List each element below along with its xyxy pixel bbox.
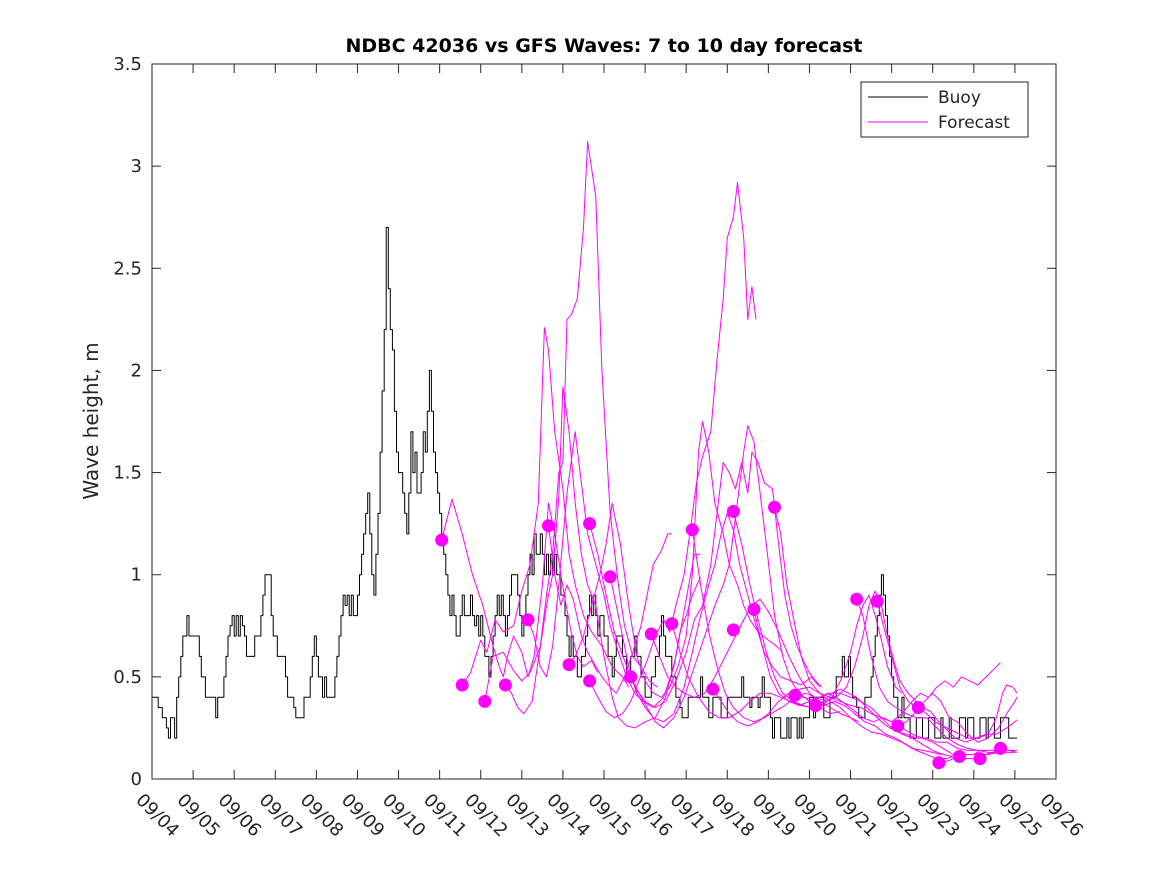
forecast-marker [973,752,987,766]
y-tick-label: 0 [131,769,142,790]
forecast-series-line [568,421,784,698]
forecast-series-line [794,662,1001,723]
forecast-marker [624,670,638,684]
forecast-series-line [815,688,1015,753]
forecast-series-line [876,601,1018,743]
forecast-series-line [589,182,757,719]
plot-area [151,63,1057,780]
forecast-marker [768,500,781,514]
forecast-marker [644,627,658,641]
y-tick-label: 2 [131,360,142,381]
forecast-marker [891,719,905,733]
y-tick-label: 3.5 [113,54,142,75]
forecast-marker [521,613,535,627]
forecast-marker [788,688,802,702]
forecast-marker [603,570,617,584]
forecast-marker [726,623,740,637]
y-tick-labels: 0 0.5 1 1.5 2 2.5 3 3.5 [113,54,142,790]
forecast-series-line [461,327,630,688]
forecast-marker [498,678,512,692]
y-tick-label: 0.5 [113,667,142,688]
axis-ticks [151,63,1057,780]
y-tick-label: 2.5 [113,258,142,279]
forecast-series-line [732,511,964,760]
forecast-marker [685,523,699,537]
forecast-series-line [753,609,981,757]
forecast-marker [870,594,884,608]
forecast-marker [583,517,597,531]
forecast-marker [952,750,966,763]
forecast-series-line [527,431,702,708]
forecast-marker [542,519,555,533]
legend: Buoy Forecast [860,81,1029,138]
forecast-marker [747,602,761,616]
chart-title: NDBC 42036 vs GFS Waves: 7 to 10 day for… [345,35,862,57]
forecast-markers [435,500,1007,770]
axes-box [151,63,1057,780]
forecast-series-line [484,141,658,702]
legend-box [860,81,1029,138]
forecast-marker [455,678,469,692]
forecast-series-line [671,594,903,719]
legend-label-buoy: Buoy [938,88,981,108]
forecast-series-line [691,529,923,723]
forecast-series-line [856,599,1018,753]
buoy-series-line [152,226,1017,739]
forecast-marker [706,682,720,696]
forecast-marker [932,756,946,770]
forecast-series-line [548,525,672,694]
forecast-marker [809,699,823,712]
forecast-marker [435,533,449,547]
y-tick-label: 1.5 [113,463,142,484]
y-axis-label: Wave height, m [79,342,103,499]
y-tick-label: 1 [131,565,142,586]
legend-label-forecast: Forecast [938,113,1010,133]
forecast-marker [726,504,740,518]
forecast-marker [583,674,597,688]
y-tick-label: 3 [131,156,142,177]
forecast-series-line [918,684,1018,739]
forecast-series-line [609,512,821,723]
forecast-marker [850,592,864,606]
forecast-marker [478,694,492,708]
forecast-marker [562,658,576,672]
forecast-series-line [504,386,701,729]
forecast-series-line [441,498,599,678]
axes-background [152,64,1056,779]
forecast-marker [665,617,679,631]
forecast-marker [994,741,1007,755]
forecast-marker [911,701,925,714]
